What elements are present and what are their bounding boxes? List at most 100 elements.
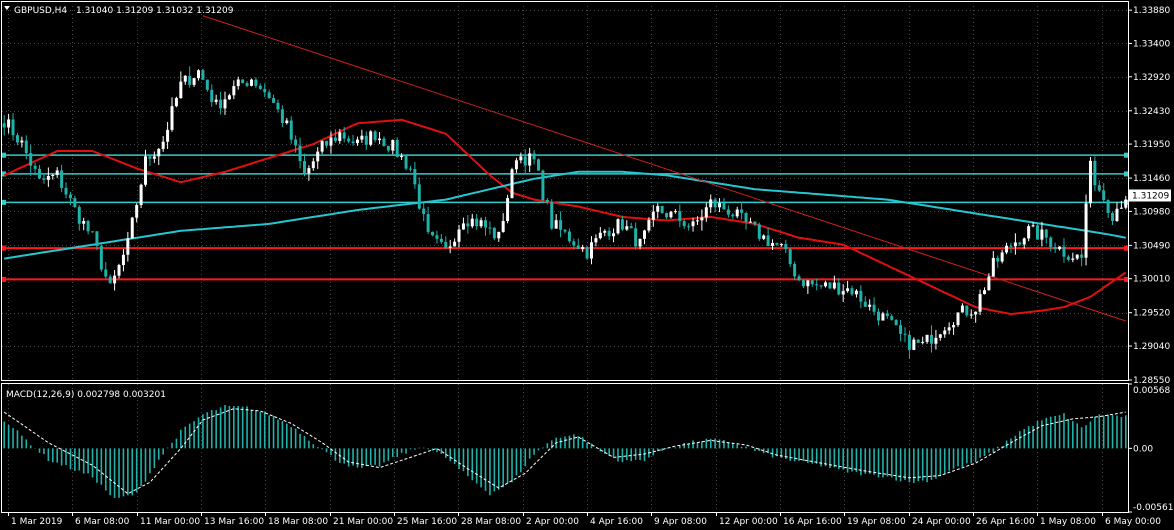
candle-body (236, 79, 240, 87)
candle-body (907, 334, 911, 350)
candle-body (378, 138, 382, 141)
candle-body (174, 98, 178, 107)
candle-body (157, 148, 161, 157)
candle-body (192, 78, 196, 85)
price-tick-label: 1.29040 (1133, 342, 1170, 352)
time-tick-label: 4 Apr 16:00 (590, 517, 643, 527)
candle-body (691, 221, 695, 227)
candle-body (1044, 229, 1048, 238)
candle-body (413, 169, 417, 185)
candle-body (903, 333, 907, 335)
macd-tick-label: 0.00 (1133, 444, 1153, 454)
price-tick-label: 1.31950 (1133, 140, 1170, 150)
candle-body (395, 139, 399, 158)
candle-body (276, 102, 280, 110)
time-tick-label: 25 Mar 16:00 (397, 517, 457, 527)
candle-body (982, 290, 986, 295)
candle-body (373, 131, 377, 141)
time-tick-label: 1 Mar 2019 (11, 517, 63, 527)
candle-body (537, 159, 541, 171)
candle-body (726, 209, 730, 215)
candle-body (784, 244, 788, 250)
candle-body (95, 231, 99, 247)
candle-body (651, 211, 655, 220)
candle-body (567, 231, 571, 242)
candle-body (121, 254, 125, 266)
time-tick-label: 21 Mar 00:00 (333, 517, 393, 527)
candle-body (925, 334, 929, 342)
candle-body (620, 219, 624, 230)
candle-body (329, 137, 333, 146)
candle-body (135, 205, 139, 218)
candle-body (1031, 225, 1035, 227)
candle-body (1000, 252, 1004, 262)
candle-body (1124, 199, 1128, 208)
candle-body (108, 276, 112, 284)
price-tick-label: 1.31460 (1133, 174, 1170, 184)
ohlc-readout: 1.31040 1.31209 1.31032 1.31209 (76, 6, 234, 16)
candle-body (563, 229, 567, 232)
candle-body (1119, 207, 1123, 209)
candle-body (793, 264, 797, 277)
time-tick-label: 24 Apr 00:00 (912, 517, 971, 527)
candle-body (978, 294, 982, 312)
candle-body (1102, 190, 1106, 201)
candle-body (497, 231, 501, 239)
candle-body (320, 140, 324, 152)
trendline[interactable] (202, 15, 1126, 322)
time-tick-label: 16 Apr 16:00 (783, 517, 842, 527)
candle-body (687, 226, 691, 228)
candle-body (930, 334, 934, 344)
candle-body (854, 290, 858, 295)
candle-body (144, 156, 148, 185)
candle-body (912, 339, 916, 350)
candle-body (1040, 229, 1044, 240)
candle-body (15, 135, 19, 143)
candle-body (938, 334, 942, 338)
candle-body (585, 247, 589, 259)
candle-body (46, 175, 50, 180)
candle-body (7, 119, 11, 128)
candle-body (117, 265, 121, 276)
candle-body (280, 109, 284, 124)
candle-body (170, 106, 174, 130)
candle-body (73, 198, 77, 207)
candle-body (629, 226, 633, 229)
candle-body (678, 211, 682, 222)
candle-body (152, 156, 156, 159)
candle-body (82, 221, 86, 224)
candle-body (824, 282, 828, 287)
main-panel-frame (1, 1, 1129, 381)
candle-body (806, 280, 810, 287)
candle-body (638, 238, 642, 247)
candle-body (488, 227, 492, 229)
candle-body (554, 220, 558, 229)
time-tick-label: 6 May 00:00 (1105, 517, 1161, 527)
macd-tick-label: -0.005617 (1133, 503, 1174, 513)
horizontal-levels[interactable] (1, 152, 1129, 282)
dropdown-arrow-icon[interactable] (4, 6, 10, 10)
candle-body (872, 304, 876, 312)
price-tick-label: 1.33880 (1133, 6, 1170, 16)
candle-body (457, 229, 461, 242)
candle-body (1071, 258, 1075, 260)
candle-body (581, 247, 585, 250)
candle-body (722, 203, 726, 210)
level-handle (1, 171, 6, 177)
candle-body (426, 213, 430, 232)
candle-body (1066, 256, 1070, 260)
candle-body (748, 221, 752, 223)
candle-body (1013, 242, 1017, 247)
candle-body (965, 305, 969, 316)
candle-body (501, 220, 505, 232)
candle-body (731, 214, 735, 217)
candle-body (51, 174, 55, 176)
candle-body (1097, 185, 1101, 191)
candle-body (779, 244, 783, 246)
candles (2, 66, 1128, 359)
candle-body (801, 280, 805, 287)
candle-body (161, 141, 165, 149)
candle-body (625, 226, 629, 230)
candle-body (1111, 212, 1115, 222)
